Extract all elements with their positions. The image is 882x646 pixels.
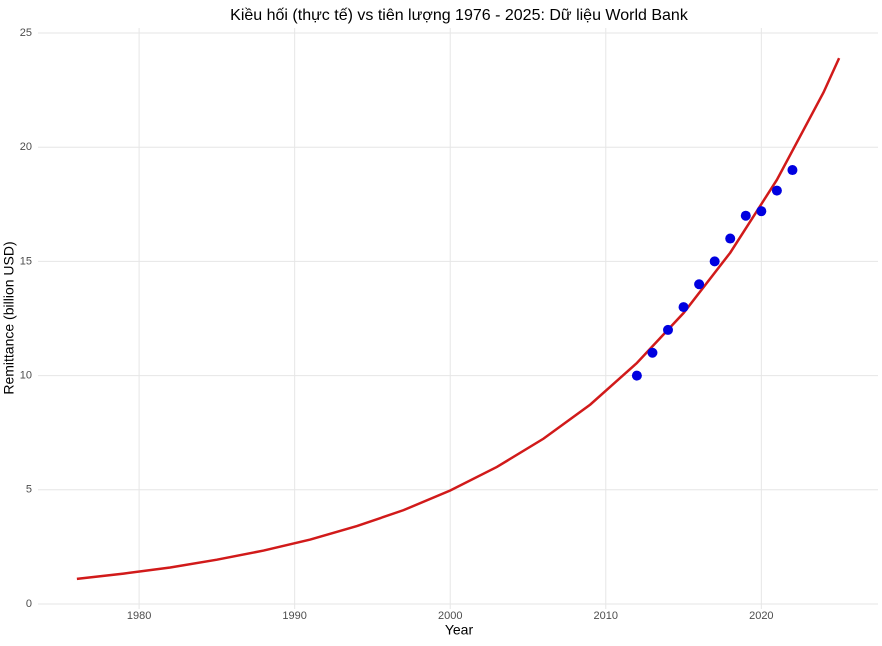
- data-point: [694, 279, 705, 290]
- y-axis-label: Remittance (billion USD): [1, 241, 17, 394]
- data-point: [740, 210, 751, 221]
- y-tick-label: 15: [20, 255, 32, 267]
- data-point: [771, 185, 782, 196]
- data-point: [631, 370, 642, 381]
- data-point: [647, 347, 658, 358]
- y-tick-label: 10: [20, 370, 32, 382]
- chart-title: Kiều hối (thực tế) vs tiên lượng 1976 - …: [230, 7, 689, 24]
- x-tick-label: 1990: [282, 610, 306, 622]
- y-tick-label: 20: [20, 141, 32, 153]
- x-tick-label: 2020: [749, 610, 773, 622]
- y-tick-label: 0: [26, 598, 32, 610]
- x-tick-label: 2010: [594, 610, 618, 622]
- data-point: [787, 165, 798, 176]
- data-point: [756, 206, 767, 217]
- x-tick-label: 1980: [127, 610, 151, 622]
- x-axis-label: Year: [445, 622, 474, 638]
- x-tick-label: 2000: [438, 610, 462, 622]
- data-point: [663, 324, 673, 335]
- y-tick-label: 5: [26, 484, 32, 496]
- trend-line: [76, 57, 841, 581]
- data-point: [678, 302, 689, 313]
- data-point: [709, 256, 720, 267]
- data-point: [725, 233, 736, 244]
- y-tick-label: 25: [20, 27, 32, 39]
